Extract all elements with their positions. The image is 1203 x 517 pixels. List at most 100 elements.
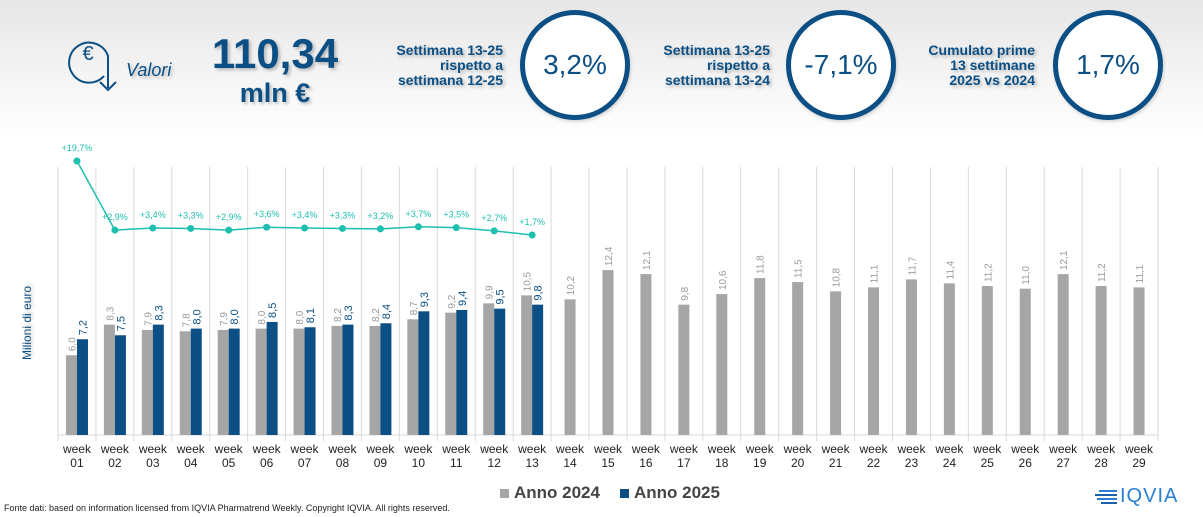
bar-2024 bbox=[1057, 274, 1069, 435]
bar-label-2024: 12,1 bbox=[1059, 250, 1070, 270]
stat-label-line: Settimana 13-25 bbox=[663, 42, 770, 58]
legend-swatch-2025 bbox=[619, 488, 629, 498]
x-tick-label: week 22 bbox=[859, 442, 889, 470]
bar-label-2024: 11,7 bbox=[907, 256, 918, 275]
bar-2024 bbox=[103, 324, 115, 435]
bar-label-2025: 8,4 bbox=[381, 304, 393, 319]
iqvia-lines-icon bbox=[1095, 489, 1117, 504]
bar-label-2025: 7,2 bbox=[77, 320, 89, 335]
bar-2024 bbox=[564, 299, 576, 435]
stat-label-cumulative: Cumulato prime 13 settimane 2025 vs 2024 bbox=[900, 43, 1035, 88]
stat-label-line: rispetto a bbox=[439, 57, 503, 73]
x-tick-label: week 12 bbox=[479, 442, 509, 470]
growth-label: +3,3% bbox=[178, 210, 204, 220]
iqvia-logo: IQVIA bbox=[1095, 485, 1178, 508]
bar-label-2024: 11,0 bbox=[1021, 266, 1032, 285]
bar-2025 bbox=[228, 328, 240, 435]
bar-label-2025: 8,3 bbox=[343, 305, 355, 320]
bar-2025 bbox=[266, 321, 278, 435]
bar-label-2024: 11,5 bbox=[794, 259, 805, 278]
bar-label-2025: 8,0 bbox=[229, 309, 241, 324]
bar-label-2024: 12,4 bbox=[604, 246, 615, 266]
bar-label-2024: 8,3 bbox=[105, 306, 116, 320]
legend-label: Anno 2024 bbox=[514, 483, 600, 502]
x-axis-labels: week 01 week 02 week 03 week 04 week 05 week 06 week… bbox=[62, 442, 1154, 470]
bar-label-2024: 11,2 bbox=[1097, 263, 1108, 282]
x-tick-label: week 17 bbox=[669, 442, 699, 470]
x-tick-label: week 07 bbox=[290, 442, 320, 470]
stat-label-line: Settimana 13-25 bbox=[396, 42, 503, 58]
growth-point bbox=[376, 225, 384, 233]
bar-2024 bbox=[981, 286, 993, 435]
legend-swatch-2024 bbox=[500, 488, 509, 498]
bar-2024 bbox=[602, 270, 614, 435]
x-tick-label: week 10 bbox=[403, 442, 433, 470]
bar-2024 bbox=[445, 312, 457, 435]
stat-label-weekly: Settimana 13-25 rispetto a settimana 12-… bbox=[370, 43, 503, 88]
x-tick-label: week 19 bbox=[745, 442, 775, 470]
bar-label-2024: 8,7 bbox=[409, 301, 420, 315]
bar-2024 bbox=[754, 278, 766, 435]
kpi-value: 110,34 bbox=[211, 30, 339, 77]
bar-2024 bbox=[678, 304, 690, 435]
growth-point bbox=[528, 231, 536, 239]
bar-label-2024: 12,1 bbox=[642, 250, 653, 270]
growth-label: +3,6% bbox=[254, 209, 280, 219]
bar-label-2024: 10,8 bbox=[832, 267, 843, 287]
growth-point bbox=[73, 157, 81, 165]
stat-label-line: rispetto a bbox=[706, 57, 770, 73]
x-tick-label: week 09 bbox=[365, 442, 395, 470]
x-tick-label: week 27 bbox=[1048, 442, 1078, 470]
bar-2025 bbox=[304, 327, 316, 435]
stat-circle-weekly: 3,2% bbox=[520, 10, 630, 120]
x-tick-label: week 18 bbox=[707, 442, 737, 470]
bar-2024 bbox=[943, 283, 955, 435]
x-tick-label: week 13 bbox=[517, 442, 547, 470]
bar-2025 bbox=[114, 335, 126, 435]
x-tick-label: week 28 bbox=[1086, 442, 1116, 470]
source-footer: Fonte dati: based on information license… bbox=[4, 503, 450, 513]
bar-2024 bbox=[407, 319, 419, 435]
legend-label: Anno 2025 bbox=[633, 483, 720, 502]
bar-2025 bbox=[380, 323, 392, 435]
bar-label-2024: 10,5 bbox=[523, 271, 534, 291]
growth-label: +2,9% bbox=[216, 212, 242, 222]
bar-label-2024: 7,9 bbox=[143, 312, 154, 326]
bar-2025 bbox=[494, 308, 506, 435]
growth-point bbox=[490, 227, 498, 235]
x-tick-label: week 11 bbox=[441, 442, 471, 470]
bar-2024 bbox=[792, 282, 804, 435]
growth-line-path bbox=[76, 160, 533, 236]
svg-text:€: € bbox=[82, 43, 93, 65]
stat-label-line: settimana 12-25 bbox=[397, 72, 503, 88]
bar-label-2025: 9,4 bbox=[457, 291, 469, 306]
x-tick-label: week 26 bbox=[1010, 442, 1040, 470]
x-tick-label: week 21 bbox=[821, 442, 851, 470]
bar-label-2024: 6,0 bbox=[67, 337, 78, 351]
bar-labels: 6,07,28,37,5 7,9 8,3 7,8 8,0 7,9 8,0 8,0 8,5 8,0 8… bbox=[67, 246, 1146, 351]
growth-point bbox=[187, 224, 195, 232]
bar-2024 bbox=[179, 331, 191, 435]
growth-point bbox=[338, 224, 346, 232]
growth-point bbox=[452, 224, 460, 232]
bars bbox=[65, 270, 1145, 435]
bar-label-2024: 11,8 bbox=[756, 255, 767, 274]
x-tick-label: week 16 bbox=[631, 442, 661, 470]
logo-text: IQVIA bbox=[1120, 485, 1179, 507]
x-tick-label: week 29 bbox=[1124, 442, 1154, 470]
bar-label-2024: 8,0 bbox=[257, 310, 268, 324]
bar-label-2024: 11,1 bbox=[870, 264, 881, 283]
x-tick-label: week 08 bbox=[327, 442, 357, 470]
bar-2024 bbox=[369, 325, 381, 435]
stat-label-line: Cumulato prime bbox=[928, 42, 1035, 58]
bar-label-2025: 7,5 bbox=[115, 316, 127, 331]
x-tick-label: week 24 bbox=[934, 442, 964, 470]
bar-2024 bbox=[141, 329, 153, 435]
x-tick-label: week 05 bbox=[214, 442, 244, 470]
bar-label-2024: 7,8 bbox=[181, 313, 192, 327]
growth-label: +19,7% bbox=[62, 143, 93, 153]
bar-2025 bbox=[76, 339, 88, 435]
bar-label-2024: 11,1 bbox=[1135, 264, 1146, 283]
growth-point bbox=[301, 224, 309, 232]
growth-point bbox=[225, 226, 233, 234]
